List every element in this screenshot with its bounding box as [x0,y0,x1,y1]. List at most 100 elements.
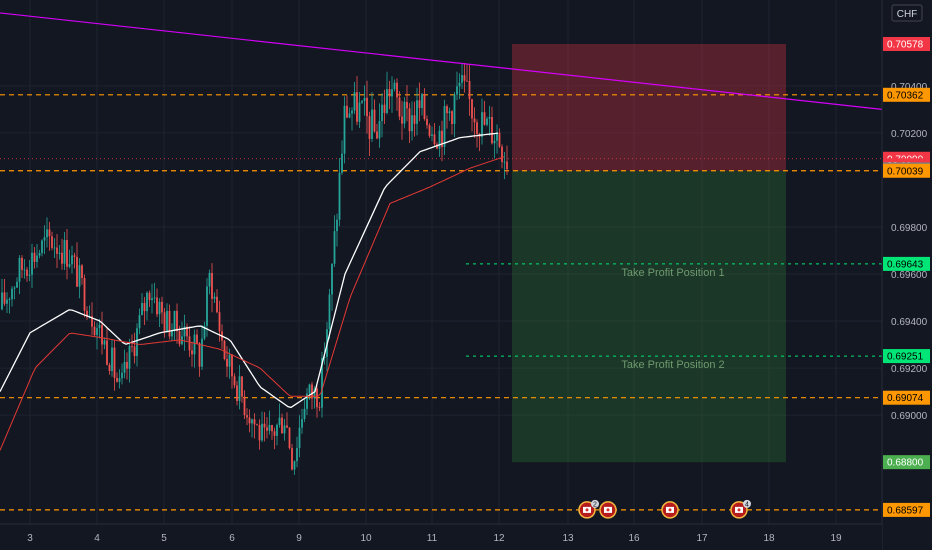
candle-body[interactable] [211,272,213,299]
candle-body[interactable] [356,92,358,122]
candle-body[interactable] [503,161,506,163]
candle-body[interactable] [491,117,493,144]
candle-body[interactable] [303,408,306,420]
candle-body[interactable] [286,425,288,428]
candle-body[interactable] [91,316,93,327]
candle-body[interactable] [116,377,118,382]
candle-body[interactable] [411,115,413,132]
candle-body[interactable] [391,89,393,97]
candle-body[interactable] [76,256,78,287]
candle-body[interactable] [273,431,276,436]
candle-body[interactable] [131,346,133,347]
candle-body[interactable] [456,86,458,95]
candle-body[interactable] [281,417,283,434]
price-label-tag[interactable] [883,349,930,364]
candle-body[interactable] [448,111,451,114]
candle-body[interactable] [28,274,31,276]
candle-body[interactable] [6,299,8,304]
candle-body[interactable] [193,334,196,355]
candle-body[interactable] [268,425,271,431]
candle-body[interactable] [178,331,181,345]
candle-body[interactable] [406,101,408,109]
candle-body[interactable] [431,134,433,136]
candle-body[interactable] [126,361,128,369]
candle-body[interactable] [396,82,398,98]
candle-body[interactable] [1,292,3,310]
candle-body[interactable] [466,80,468,82]
candle-body[interactable] [316,388,318,408]
candle-body[interactable] [158,301,161,315]
trendline[interactable] [0,12,883,110]
candle-body[interactable] [343,105,346,154]
candle-body[interactable] [481,112,483,137]
candle-body[interactable] [11,288,13,300]
candle-body[interactable] [433,134,436,145]
candle-body[interactable] [276,424,278,436]
candle-body[interactable] [123,361,126,373]
candle-body[interactable] [163,312,166,333]
candle-body[interactable] [418,100,421,108]
candle-body[interactable] [171,330,173,337]
candle-body[interactable] [243,396,246,416]
candle-body[interactable] [46,229,48,238]
candle-body[interactable] [468,81,471,100]
candle-body[interactable] [348,113,351,118]
candle-body[interactable] [346,105,348,118]
candle-body[interactable] [183,326,186,337]
candle-body[interactable] [138,315,141,329]
candle-body[interactable] [258,425,261,441]
price-axis[interactable]: CHF 0.70400 0.70200 0.69800 0.69600 0.69400 0.… [881,0,932,550]
price-label-tag[interactable] [883,163,930,178]
candle-body[interactable] [413,115,416,124]
candle-body[interactable] [241,376,243,397]
candle-body[interactable] [256,424,258,426]
candle-body[interactable] [386,89,388,113]
candle-body[interactable] [476,122,478,134]
candle-body[interactable] [223,340,226,360]
candle-body[interactable] [71,255,73,265]
candle-body[interactable] [461,75,463,83]
candle-body[interactable] [248,417,251,424]
candle-body[interactable] [233,376,236,386]
candle-body[interactable] [313,388,316,399]
candle-body[interactable] [53,247,56,249]
candle-body[interactable] [393,82,396,90]
candle-body[interactable] [401,116,403,124]
candle-body[interactable] [428,125,431,136]
candle-body[interactable] [423,94,426,120]
candle-body[interactable] [288,427,291,449]
candle-body[interactable] [493,140,496,144]
candle-body[interactable] [93,326,96,336]
candle-body[interactable] [78,265,81,287]
candle-body[interactable] [213,296,216,299]
candle-body[interactable] [261,423,263,441]
candle-body[interactable] [128,346,131,369]
candle-body[interactable] [426,119,428,126]
candle-body[interactable] [198,343,201,367]
candle-body[interactable] [358,102,361,122]
candle-body[interactable] [263,423,266,428]
candle-body[interactable] [206,286,208,326]
candle-body[interactable] [23,269,26,271]
candle-body[interactable] [353,92,356,111]
candle-body[interactable] [156,297,158,315]
candle-body[interactable] [148,292,151,301]
price-label-tag[interactable] [883,87,930,102]
candle-body[interactable] [43,237,46,241]
candle-body[interactable] [58,252,61,254]
candle-body[interactable] [458,82,461,87]
candle-body[interactable] [31,252,33,275]
candle-body[interactable] [373,109,376,132]
candle-body[interactable] [421,94,423,108]
candle-body[interactable] [446,106,448,114]
candle-body[interactable] [328,294,331,330]
price-label-tag[interactable] [883,502,930,517]
candle-body[interactable] [216,296,218,313]
candle-body[interactable] [271,425,273,432]
candle-body[interactable] [218,312,221,332]
candle-body[interactable] [298,427,301,449]
candle-body[interactable] [113,347,116,378]
position-zones[interactable] [512,43,786,463]
candle-body[interactable] [166,310,168,333]
candle-body[interactable] [8,299,11,300]
